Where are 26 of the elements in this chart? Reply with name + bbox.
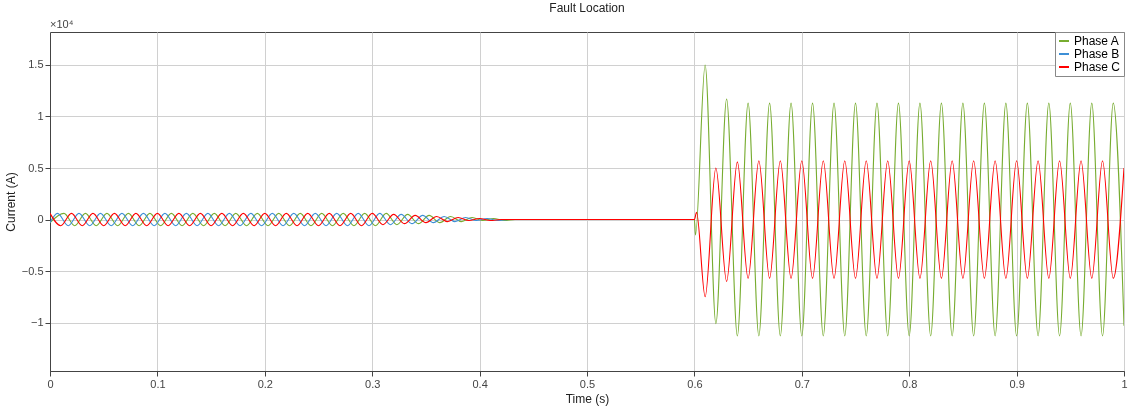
y-tick-label: −0.5 [21, 264, 44, 277]
x-tick-label: 0.4 [472, 377, 488, 390]
y-tick-label: 1.5 [28, 58, 44, 71]
line-series [50, 160, 1124, 298]
x-axis-title: Time (s) [565, 391, 610, 406]
x-tick-label: 0.8 [902, 377, 918, 390]
text: ×10⁴ [50, 18, 74, 30]
y-tick-label: 0.5 [28, 161, 44, 174]
y-tick-label: −1 [30, 316, 44, 329]
x-tick-label: 0.5 [579, 377, 596, 390]
x-tick-label: 0.7 [794, 377, 810, 390]
x-tick-label: 0 [47, 377, 54, 390]
x-tick-label: 0.3 [365, 377, 381, 390]
y-axis-title: Current (A) [3, 172, 18, 232]
y-tick-label: 1 [37, 109, 44, 122]
x-tick-label: 0.6 [687, 377, 703, 390]
x-tick-label: 1 [1121, 377, 1128, 390]
legend-label: Phase C [1074, 60, 1121, 74]
x-tick-label: 0.9 [1009, 377, 1025, 390]
legend-label: Phase A [1074, 34, 1119, 48]
line-series [50, 64, 1124, 337]
chart-title: Fault Location [549, 1, 625, 15]
legend-label: Phase B [1074, 47, 1120, 61]
x-tick-label: 0.2 [257, 377, 273, 390]
y-tick-label: 0 [37, 213, 44, 226]
x-tick-label: 0.1 [150, 377, 166, 390]
